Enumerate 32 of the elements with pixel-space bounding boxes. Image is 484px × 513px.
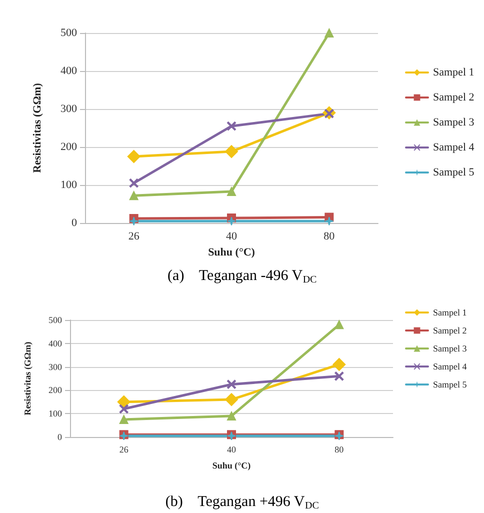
legend-label: Sampel 5 bbox=[433, 380, 468, 390]
y-tick-label: 300 bbox=[60, 103, 78, 115]
y-tick-label: 200 bbox=[60, 141, 78, 153]
legend-label: Sampel 5 bbox=[433, 166, 475, 178]
x-axis-title: Suhu (°C) bbox=[212, 460, 251, 470]
y-tick-label: 500 bbox=[48, 315, 62, 325]
y-tick-label: 100 bbox=[60, 179, 78, 191]
y-tick-label: 500 bbox=[60, 27, 78, 39]
x-tick-label: 40 bbox=[227, 444, 236, 454]
x-tick-label: 26 bbox=[128, 230, 140, 242]
legend-label: Sampel 1 bbox=[433, 66, 474, 78]
x-tick-label: 26 bbox=[119, 444, 129, 454]
y-tick-label: 0 bbox=[58, 432, 62, 442]
legend-label: Sampel 1 bbox=[433, 308, 467, 318]
y-tick-label: 400 bbox=[48, 338, 62, 348]
x-tick-label: 80 bbox=[324, 230, 336, 242]
legend-label: Sampel 3 bbox=[433, 344, 468, 354]
y-tick-label: 300 bbox=[48, 362, 62, 372]
legend-label: Sampel 4 bbox=[433, 362, 468, 372]
legend-label: Sampel 2 bbox=[433, 92, 474, 104]
x-axis-title: Suhu (°C) bbox=[208, 246, 256, 258]
x-tick-label: 40 bbox=[226, 230, 238, 242]
y-axis-title: Resistivitas (GΩm) bbox=[32, 82, 44, 173]
y-tick-label: 0 bbox=[72, 217, 78, 229]
y-tick-label: 100 bbox=[48, 408, 62, 419]
y-tick-label: 200 bbox=[48, 385, 62, 396]
legend-label: Sampel 2 bbox=[433, 326, 467, 336]
x-tick-label: 80 bbox=[334, 444, 344, 454]
y-axis-title: Resistivitas (GΩm) bbox=[22, 342, 32, 416]
legend-label: Sampel 3 bbox=[433, 116, 475, 128]
y-tick-label: 400 bbox=[60, 65, 78, 77]
legend-label: Sampel 4 bbox=[433, 142, 475, 154]
